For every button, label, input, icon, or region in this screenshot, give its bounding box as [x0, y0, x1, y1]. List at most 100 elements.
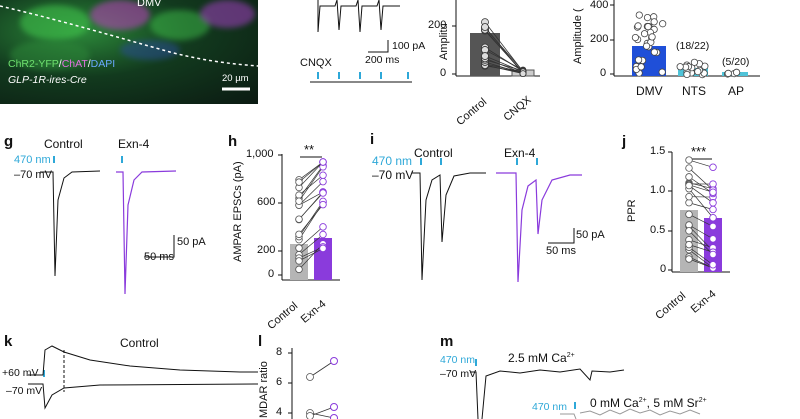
genotype-label: GLP-1R-ires-Cre [8, 74, 87, 86]
data-point [684, 63, 693, 71]
scale-x-label: 50 ms [144, 251, 174, 263]
category-label: CNQX [501, 94, 534, 124]
data-point [319, 244, 327, 253]
data-point [709, 264, 717, 272]
data-point [685, 179, 693, 187]
hold-label: –70 mV [14, 169, 52, 181]
data-point [709, 264, 717, 272]
exn4-trace [496, 172, 582, 283]
category-label: Exn-4 [298, 298, 329, 326]
data-point [647, 38, 655, 46]
data-point [295, 265, 303, 274]
data-point [481, 18, 489, 26]
data-point [685, 253, 693, 261]
data-point [700, 69, 708, 77]
data-point [653, 48, 661, 57]
data-point [634, 22, 642, 30]
pair-line [298, 246, 324, 259]
data-point [685, 243, 693, 251]
stim-label: 470 nm [14, 154, 51, 166]
pair-line [484, 30, 524, 73]
data-point [709, 180, 717, 188]
data-point [648, 33, 656, 42]
ratio-label: (18/22) [676, 40, 710, 52]
pair-line [298, 191, 324, 206]
pair-line [298, 181, 324, 206]
data-point [709, 222, 717, 231]
pair-line [298, 204, 324, 235]
data-point [638, 56, 647, 65]
data-point [519, 68, 527, 76]
hold-label: +60 mV [2, 367, 39, 379]
data-point [319, 171, 327, 180]
data-point [481, 43, 489, 52]
epsc-trace [317, 0, 400, 33]
dmv-bar [632, 46, 666, 76]
data-point [306, 373, 314, 381]
data-point [634, 35, 642, 44]
pair-line [688, 256, 714, 269]
pair-line [298, 175, 324, 196]
data-point [319, 161, 327, 170]
data-point [724, 69, 732, 77]
data-point [319, 197, 327, 206]
data-point [319, 158, 327, 166]
category-label: Control [653, 290, 689, 322]
pair-line [688, 214, 714, 227]
data-point [295, 201, 303, 209]
tick-label: 0 [440, 67, 447, 79]
data-point [481, 26, 489, 35]
data-point [683, 68, 691, 76]
condition-label: Exn-4 [118, 137, 150, 151]
scale-label: 20 µm [222, 73, 249, 84]
condition-text: 0 mM Ca [590, 396, 639, 410]
pair-line [688, 188, 714, 218]
blue-cluster [120, 40, 180, 60]
data-point [481, 46, 489, 54]
ratio-label: (5/20) [722, 56, 750, 68]
data-point [685, 227, 693, 235]
data-point [709, 188, 717, 197]
data-point [295, 197, 303, 205]
data-point [685, 221, 693, 229]
pair-line [484, 64, 524, 74]
pair-line [484, 55, 524, 73]
data-point [481, 58, 489, 66]
data-point [709, 205, 717, 214]
tick-label: 200 [257, 244, 276, 256]
data-point [295, 230, 303, 238]
region-label: DMV [137, 0, 162, 9]
positive-hold-trace [28, 345, 258, 376]
data-point [330, 414, 338, 419]
pair-line [484, 49, 524, 71]
data-point [519, 68, 527, 76]
tick-label: 1.0 [650, 184, 666, 196]
data-point [683, 61, 691, 69]
pair-line [688, 244, 714, 253]
pair-line [688, 184, 714, 193]
superscript: 2+ [566, 352, 575, 359]
pair-line [688, 258, 714, 269]
tick-label: 4 [276, 406, 283, 418]
paired-lines [481, 18, 527, 78]
data-point [685, 245, 693, 254]
data-point [481, 25, 489, 34]
stim-label: 470 nm [440, 354, 476, 366]
pair-line [309, 406, 335, 417]
data-point [709, 186, 717, 194]
pair-line [298, 243, 324, 270]
data-point [319, 198, 327, 207]
paired-lines [685, 156, 717, 272]
pair-line [484, 27, 524, 72]
data-point [687, 64, 695, 73]
data-point [709, 189, 717, 198]
pair-line [484, 61, 524, 75]
exn4-bar [704, 218, 722, 272]
data-point [632, 62, 640, 71]
data-point [643, 13, 652, 22]
category-label: Control [265, 300, 301, 332]
pair-line [298, 202, 324, 240]
data-point [643, 39, 651, 47]
data-point [633, 23, 642, 31]
pair-line [688, 239, 714, 249]
